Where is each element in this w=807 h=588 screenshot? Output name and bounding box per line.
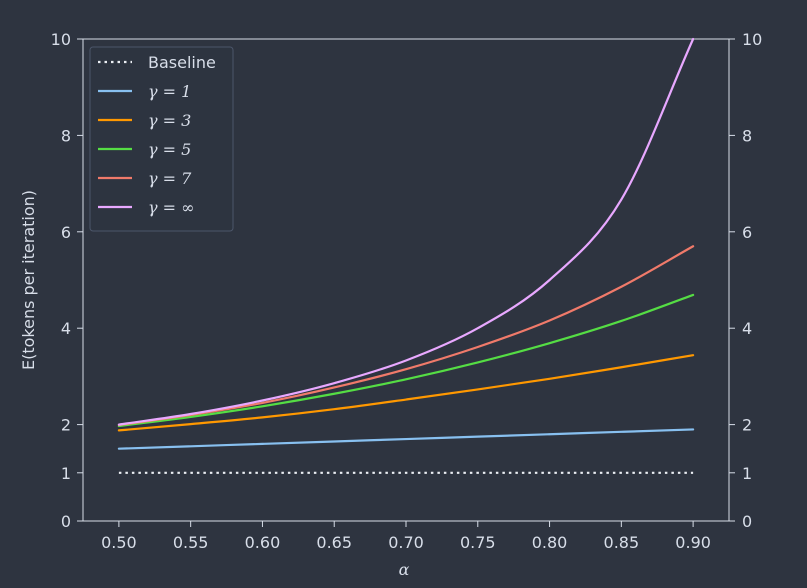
y-axis-label: E(tokens per iteration) [19,190,38,370]
y-tick-label: 1 [61,464,71,483]
right-y-tick-label: 10 [742,30,762,49]
right-y-tick-label: 2 [742,416,752,435]
y-tick-label: 8 [61,126,71,145]
y-tick-label: 6 [61,223,71,242]
legend-label: γ = ∞ [148,198,194,217]
x-tick-label: 0.50 [101,533,137,552]
x-tick-label: 0.65 [316,533,352,552]
y-tick-label: 10 [51,30,71,49]
y-tick-label: 0 [61,512,71,531]
series-2-line [117,354,695,432]
x-tick-label: 0.55 [173,533,209,552]
legend-box [89,46,234,232]
x-tick-label: 0.90 [675,533,711,552]
legend-label: γ = 3 [148,111,191,130]
series-layer [117,37,695,474]
series-5-line [117,37,695,426]
right-y-tick-label: 8 [742,126,752,145]
x-tick-label: 0.80 [532,533,568,552]
y-tick-label: 4 [61,319,71,338]
x-tick-label: 0.60 [245,533,281,552]
right-y-tick-label: 1 [742,464,752,483]
x-tick-label: 0.75 [460,533,496,552]
right-y-tick-label: 4 [742,319,752,338]
axes-layer: 0.50 0.55 0.60 0.65 0.70 0.75 0.80 0.85 0.90 0 1 2 4… [51,30,763,552]
x-tick-label: 0.70 [388,533,424,552]
right-y-tick-label: 6 [742,223,752,242]
legend: Baseline γ = 1 γ = 3 γ = 5 γ = 7 γ = ∞ [89,46,234,232]
legend-label: γ = 1 [148,82,191,101]
x-tick-label: 0.85 [604,533,640,552]
legend-label: Baseline [148,53,216,72]
series-1-line [117,428,695,450]
legend-label: γ = 5 [148,140,191,159]
series-4-line [117,245,695,427]
y-tick-label: 2 [61,416,71,435]
x-axis-label: α [399,560,410,579]
series-3-line [117,293,695,428]
legend-label: γ = 7 [148,169,192,188]
right-y-tick-label: 0 [742,512,752,531]
